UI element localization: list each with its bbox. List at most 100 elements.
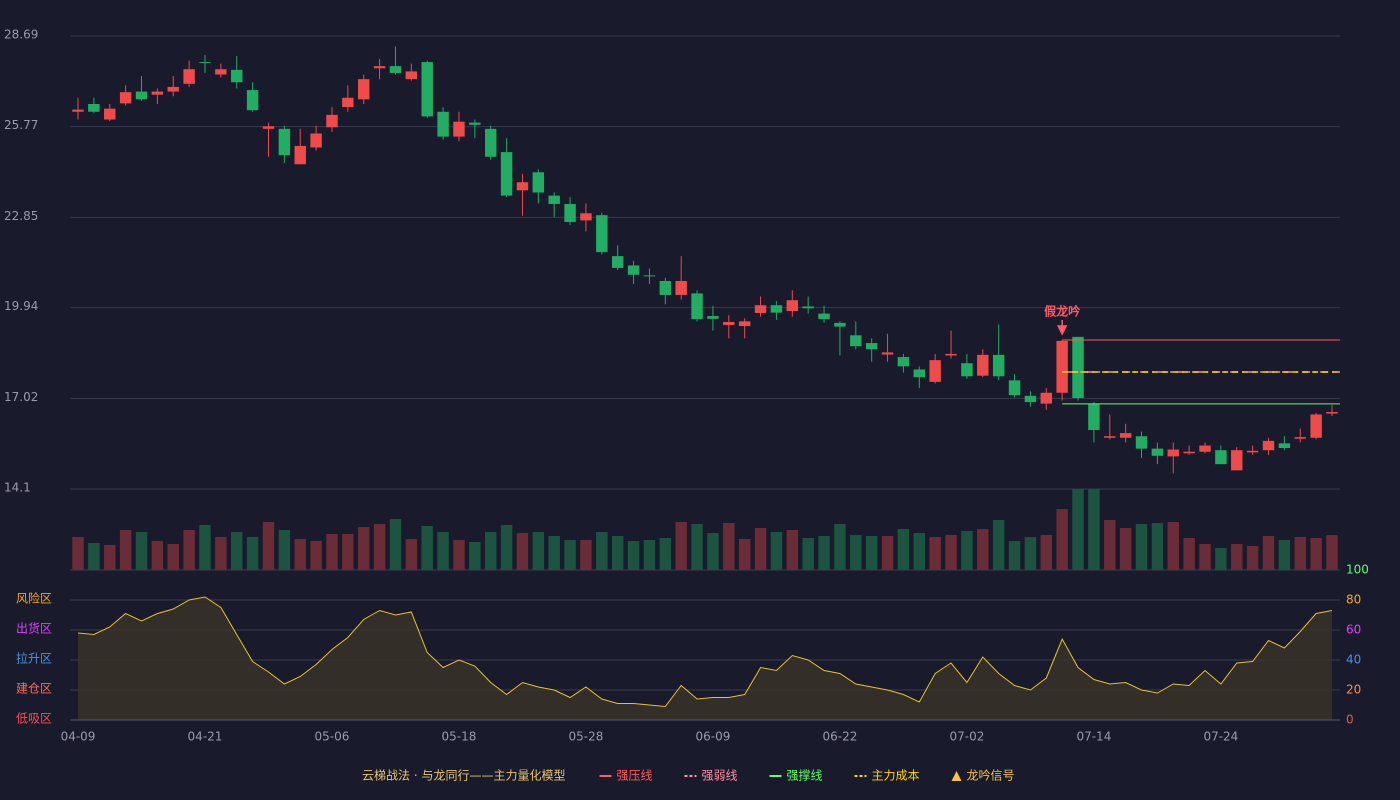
candle-body bbox=[723, 321, 735, 326]
candle-body bbox=[389, 66, 402, 73]
candle-body bbox=[945, 353, 957, 356]
candle-body bbox=[1183, 451, 1195, 454]
candle-body bbox=[500, 152, 513, 196]
volume-bar bbox=[484, 532, 497, 570]
volume-bar bbox=[373, 524, 386, 570]
volume-bar bbox=[215, 537, 227, 570]
candle-body bbox=[246, 90, 259, 111]
volume-bar bbox=[1231, 544, 1243, 570]
volume-bar bbox=[500, 525, 513, 570]
candle-body bbox=[897, 357, 910, 367]
y-tick-label: 40 bbox=[1346, 653, 1361, 667]
candle-body bbox=[119, 92, 132, 104]
candle-body bbox=[88, 103, 100, 112]
candle-body bbox=[278, 128, 291, 156]
y-tick-label: 100 bbox=[1346, 563, 1369, 577]
y-tick-label: 14.1 bbox=[4, 481, 31, 495]
zone-label: 风险区 bbox=[16, 591, 52, 606]
volume-bar bbox=[580, 540, 592, 570]
volume-bar bbox=[627, 541, 640, 570]
x-tick-label: 06-09 bbox=[695, 730, 730, 744]
volume-bar bbox=[596, 532, 608, 570]
volume-bar bbox=[1151, 523, 1164, 570]
legend-label: 强撑线 bbox=[786, 768, 822, 783]
x-tick-label: 06-22 bbox=[822, 730, 857, 744]
legend-label: 强弱线 bbox=[701, 769, 737, 783]
volume-bar bbox=[516, 533, 529, 570]
candle-body bbox=[548, 195, 560, 204]
zone-label: 低吸区 bbox=[16, 712, 52, 726]
volume-bar bbox=[850, 535, 862, 570]
candle-body bbox=[1151, 448, 1164, 456]
candle-body bbox=[1294, 437, 1306, 439]
signal-label: 假龙吟 bbox=[1044, 303, 1080, 318]
volume-bar bbox=[723, 523, 735, 570]
candle-body bbox=[199, 62, 211, 64]
volume-bar bbox=[1183, 538, 1195, 570]
legend-label: 主力成本 bbox=[872, 769, 920, 783]
signal-arrow bbox=[1056, 319, 1068, 336]
candle-body bbox=[738, 321, 751, 326]
volume-bar bbox=[1088, 489, 1100, 570]
x-tick-label: 05-18 bbox=[442, 730, 477, 744]
volume-panel bbox=[72, 489, 1338, 570]
candle-body bbox=[1088, 404, 1100, 431]
volume-bar bbox=[1024, 537, 1037, 570]
candle-body bbox=[104, 108, 116, 120]
y-tick-label: 17.02 bbox=[4, 390, 38, 404]
candle-body bbox=[1056, 340, 1068, 393]
volume-bar bbox=[1215, 548, 1227, 570]
volume-bar bbox=[881, 536, 894, 570]
volume-bar bbox=[913, 533, 926, 570]
candle-body bbox=[167, 86, 179, 92]
candle-body bbox=[1104, 436, 1116, 438]
volume-bar bbox=[865, 536, 878, 570]
legend-label: 强压线 bbox=[616, 769, 652, 783]
volume-bar bbox=[818, 536, 830, 570]
x-tick-label: 04-09 bbox=[61, 730, 96, 744]
candle-body bbox=[929, 360, 941, 382]
candle-body bbox=[294, 145, 306, 165]
candle-body bbox=[865, 343, 878, 350]
y-tick-label: 25.77 bbox=[4, 118, 38, 132]
volume-bar bbox=[675, 522, 687, 570]
candle-body bbox=[1262, 440, 1275, 451]
volume-bar bbox=[643, 540, 656, 570]
volume-bar bbox=[1119, 528, 1132, 570]
volume-bar bbox=[151, 541, 164, 570]
volume-bar bbox=[770, 532, 783, 570]
candle-body bbox=[1215, 450, 1227, 465]
indicator-line bbox=[77, 596, 1333, 708]
volume-bar bbox=[1262, 536, 1275, 570]
candle-body bbox=[881, 352, 894, 355]
y-tick-label: 0 bbox=[1346, 713, 1354, 727]
volume-bar bbox=[342, 534, 354, 570]
candle-body bbox=[691, 293, 703, 320]
volume-bar bbox=[246, 537, 259, 570]
candle-body bbox=[453, 121, 465, 137]
candle-body bbox=[310, 133, 322, 148]
candle-body bbox=[1119, 433, 1132, 438]
candle-body bbox=[1278, 443, 1291, 449]
legend-label: 龙吟信号 bbox=[967, 768, 1015, 783]
volume-bar bbox=[262, 522, 275, 570]
volume-bar bbox=[183, 530, 195, 570]
candle-body bbox=[802, 306, 814, 309]
volume-bar bbox=[992, 520, 1005, 570]
candle-body bbox=[532, 172, 545, 193]
volume-bar bbox=[691, 524, 703, 570]
volume-bar bbox=[310, 541, 322, 570]
candle-body bbox=[627, 265, 640, 275]
candle-body bbox=[1199, 445, 1211, 452]
x-tick-label: 04-21 bbox=[188, 730, 223, 744]
volume-bar bbox=[1326, 535, 1338, 570]
candle-body bbox=[643, 275, 656, 277]
y-tick-label: 20 bbox=[1346, 683, 1361, 697]
legend-swatch bbox=[951, 771, 962, 781]
candle-body bbox=[786, 300, 799, 312]
volume-bar bbox=[1040, 535, 1052, 570]
volume-bar bbox=[961, 531, 973, 570]
candle-body bbox=[262, 126, 275, 129]
volume-bar bbox=[611, 536, 624, 570]
